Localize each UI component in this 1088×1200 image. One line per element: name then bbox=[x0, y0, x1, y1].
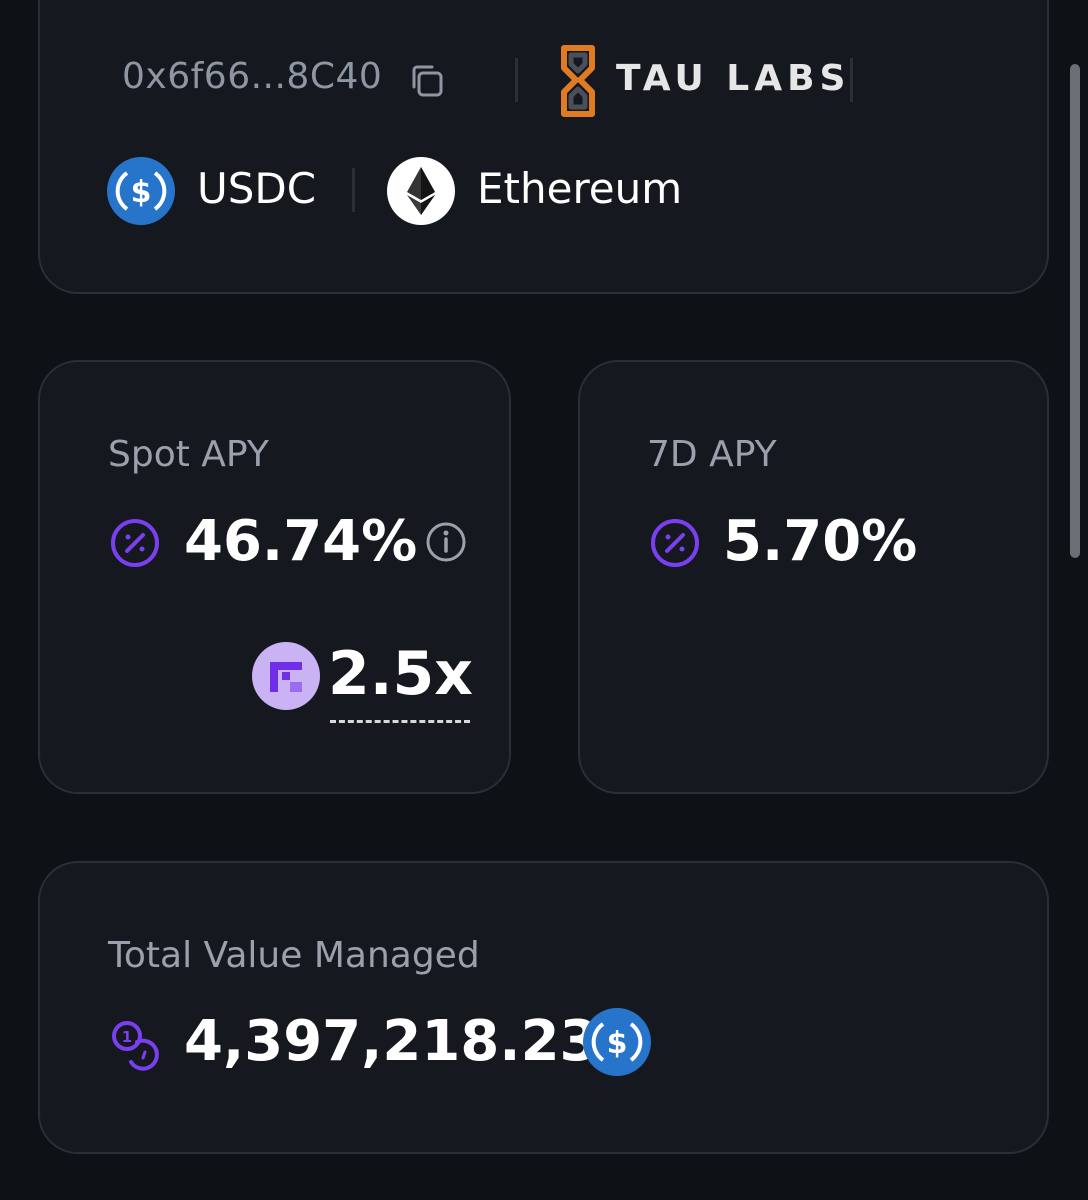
svg-text:1: 1 bbox=[122, 1028, 132, 1046]
boost-points-icon bbox=[252, 642, 320, 710]
percent-icon bbox=[111, 519, 159, 567]
percent-icon bbox=[651, 519, 699, 567]
header-divider bbox=[515, 58, 518, 102]
svg-text:$: $ bbox=[131, 175, 152, 210]
vault-header-card bbox=[38, 0, 1049, 294]
usdc-icon: $ bbox=[107, 157, 175, 225]
network-label: Ethereum bbox=[477, 164, 683, 213]
tvm-value: 4,397,218.23 bbox=[184, 1009, 599, 1074]
copy-icon[interactable] bbox=[408, 62, 446, 100]
asset-label: USDC bbox=[197, 164, 317, 213]
info-icon[interactable] bbox=[424, 520, 468, 564]
asset-network-divider bbox=[352, 168, 355, 212]
svg-text:$: $ bbox=[607, 1026, 628, 1061]
ethereum-icon bbox=[387, 157, 455, 225]
vault-address: 0x6f66...8C40 bbox=[122, 56, 383, 97]
7d-apy-value: 5.70% bbox=[723, 509, 918, 574]
header-divider bbox=[850, 58, 853, 102]
tau-labs-logo-icon[interactable] bbox=[556, 42, 600, 120]
spot-apy-value: 46.74% bbox=[184, 509, 418, 574]
scrollbar[interactable] bbox=[1070, 64, 1080, 558]
spot-apy-label: Spot APY bbox=[108, 434, 269, 475]
tvm-label: Total Value Managed bbox=[108, 935, 480, 976]
curator-name[interactable]: TAU LABS bbox=[616, 58, 851, 99]
boost-underline bbox=[330, 720, 470, 723]
spot-apy-card bbox=[38, 360, 511, 794]
7d-apy-card bbox=[578, 360, 1049, 794]
total-value-managed-card bbox=[38, 861, 1049, 1154]
7d-apy-label: 7D APY bbox=[647, 434, 777, 475]
coins-icon: 1 bbox=[112, 1021, 159, 1071]
usdc-icon: $ bbox=[583, 1008, 651, 1076]
boost-multiplier[interactable]: 2.5x bbox=[328, 639, 473, 709]
